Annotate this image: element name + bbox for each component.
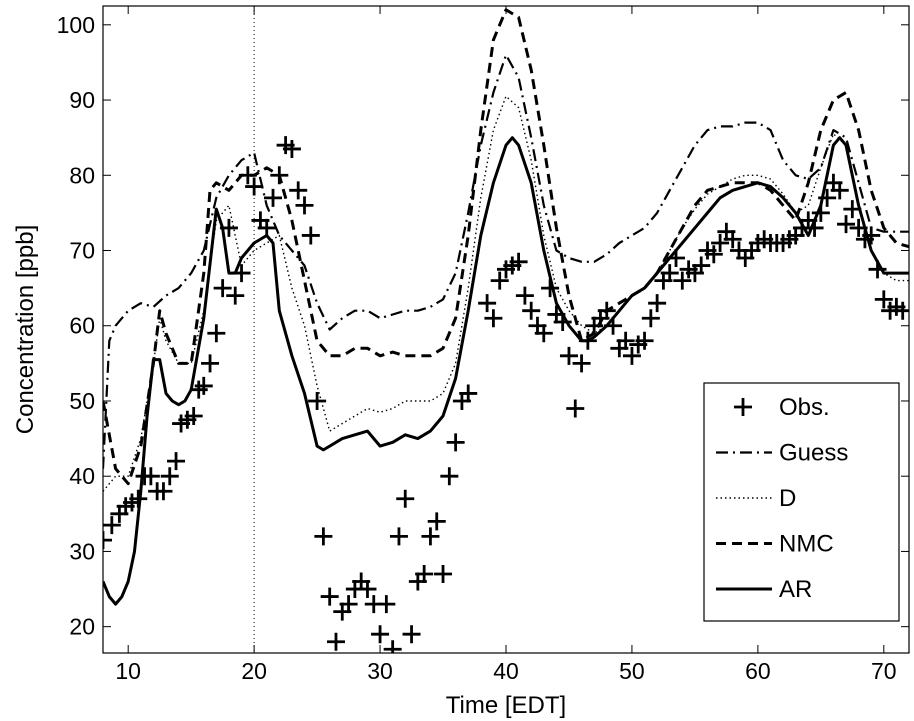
obs-point (635, 331, 654, 350)
obs-point (478, 294, 497, 313)
obs-point (660, 264, 679, 283)
obs-point (326, 632, 345, 651)
obs-point (301, 226, 320, 245)
y-tick-label: 50 (69, 388, 95, 414)
legend-label-obs: Obs. (779, 394, 830, 421)
obs-point (490, 271, 509, 290)
series-line-nmc (103, 8, 909, 486)
obs-point (711, 233, 730, 252)
obs-point (160, 467, 179, 486)
x-tick-label: 60 (745, 658, 771, 684)
obs-point (440, 467, 459, 486)
obs-point (509, 252, 528, 271)
legend: Obs. Guess D NMC AR (703, 382, 900, 622)
obs-point (320, 587, 339, 606)
obs-point (383, 640, 402, 653)
x-tick-label: 20 (241, 658, 267, 684)
obs-point (289, 181, 308, 200)
obs-point (862, 226, 881, 245)
obs-point (704, 245, 723, 264)
obs-point (427, 512, 446, 531)
axis-ticks: 10 20 30 40 50 60 70 20 30 40 50 60 70 80 90 100 (57, 6, 909, 684)
x-tick-label: 50 (619, 658, 645, 684)
obs-point (641, 309, 660, 328)
x-tick-label: 10 (115, 658, 141, 684)
y-tick-label: 40 (69, 463, 95, 489)
obs-point (522, 301, 541, 320)
legend-label-guess: Guess (779, 440, 848, 467)
obs-point (515, 286, 534, 305)
obs-point (446, 433, 465, 452)
x-tick-label: 70 (871, 658, 897, 684)
obs-point (167, 452, 186, 471)
obs-point (415, 565, 434, 584)
obs-point (396, 489, 415, 508)
data-marks (103, 8, 909, 653)
y-tick-label: 100 (57, 12, 95, 38)
legend-label-nmc: NMC (779, 531, 834, 558)
obs-point (282, 139, 301, 158)
obs-point (377, 595, 396, 614)
obs-point (692, 256, 711, 275)
obs-point (201, 354, 220, 373)
obs-point (874, 290, 893, 309)
obs-point (257, 218, 276, 237)
legend-label-ar: AR (779, 576, 812, 603)
obs-point (566, 399, 585, 418)
x-tick-label: 40 (493, 658, 519, 684)
x-axis-title: Time [EDT] (446, 692, 566, 719)
legend-swatch-obs (734, 398, 752, 416)
obs-point (389, 527, 408, 546)
obs-point (141, 467, 160, 486)
obs-point (434, 565, 453, 584)
obs-point (830, 181, 849, 200)
legend-label-d: D (779, 485, 796, 512)
series-obs (103, 136, 909, 653)
obs-point (154, 482, 173, 501)
series-line-guess (103, 53, 909, 469)
obs-point (421, 527, 440, 546)
y-tick-label: 80 (69, 162, 95, 188)
obs-point (295, 196, 314, 215)
obs-point (837, 215, 856, 234)
obs-point (194, 376, 213, 395)
obs-point (572, 354, 591, 373)
y-tick-label: 90 (69, 87, 95, 113)
obs-point (226, 286, 245, 305)
obs-point (484, 309, 503, 328)
y-tick-label: 20 (69, 614, 95, 640)
obs-point (673, 271, 692, 290)
obs-point (213, 279, 232, 298)
obs-point (314, 527, 333, 546)
obs-point (723, 230, 742, 249)
obs-point (358, 580, 377, 599)
x-tick-label: 30 (367, 658, 393, 684)
series-line-ar (103, 136, 909, 606)
y-axis-title: Concentration [ppb] (12, 225, 39, 434)
obs-point (559, 346, 578, 365)
obs-point (622, 346, 641, 365)
obs-point (371, 625, 390, 644)
obs-point (103, 531, 112, 550)
y-tick-label: 70 (69, 238, 95, 264)
obs-point (402, 625, 421, 644)
obs-point (308, 391, 327, 410)
obs-point (459, 384, 478, 403)
y-tick-label: 30 (69, 538, 95, 564)
obs-point (184, 407, 203, 426)
y-tick-label: 60 (69, 313, 95, 339)
obs-point (207, 324, 226, 343)
legend-box (703, 382, 900, 622)
obs-point (616, 331, 635, 350)
obs-point (264, 188, 283, 207)
obs-point (648, 294, 667, 313)
obs-point (339, 595, 358, 614)
obs-point (534, 324, 553, 343)
obs-point (103, 516, 121, 535)
